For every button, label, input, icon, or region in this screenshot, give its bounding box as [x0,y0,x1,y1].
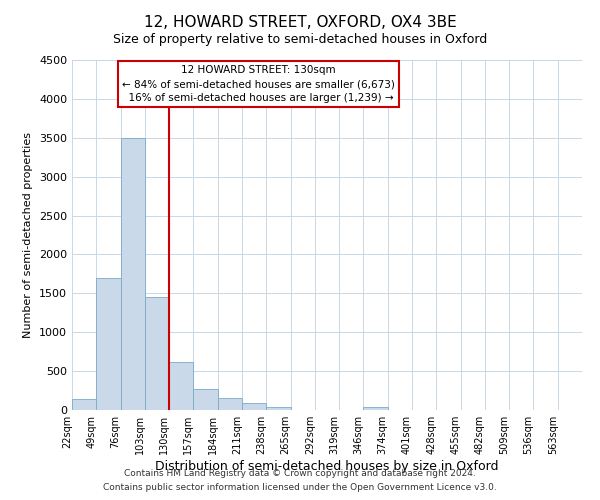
Bar [266,407,290,410]
Text: Size of property relative to semi-detached houses in Oxford: Size of property relative to semi-detach… [113,32,487,46]
Bar [193,389,218,410]
Bar [218,398,242,410]
Bar [96,278,121,410]
Bar [145,297,169,410]
Text: Contains HM Land Registry data © Crown copyright and database right 2024.: Contains HM Land Registry data © Crown c… [124,469,476,478]
X-axis label: Distribution of semi-detached houses by size in Oxford: Distribution of semi-detached houses by … [155,460,499,473]
Text: 12, HOWARD STREET, OXFORD, OX4 3BE: 12, HOWARD STREET, OXFORD, OX4 3BE [143,15,457,30]
Bar [121,138,145,410]
Y-axis label: Number of semi-detached properties: Number of semi-detached properties [23,132,34,338]
Bar [242,403,266,410]
Text: 12 HOWARD STREET: 130sqm
← 84% of semi-detached houses are smaller (6,673)
  16%: 12 HOWARD STREET: 130sqm ← 84% of semi-d… [122,66,395,104]
Text: Contains public sector information licensed under the Open Government Licence v3: Contains public sector information licen… [103,483,497,492]
Bar [169,362,193,410]
Bar [364,407,388,410]
Bar [72,399,96,410]
